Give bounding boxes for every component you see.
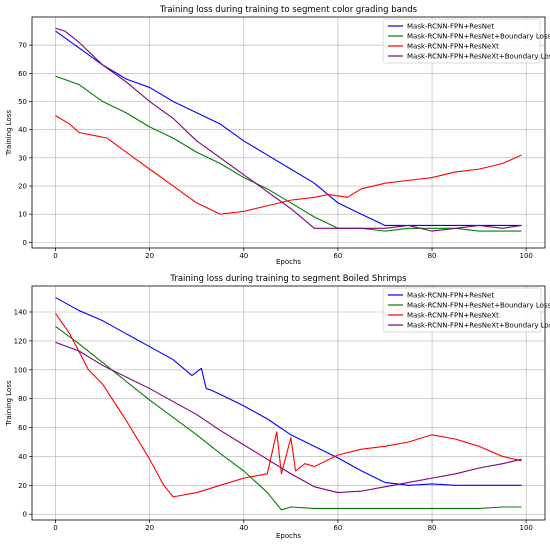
series-line-3 (55, 313, 522, 498)
y-tick-label: 20 (18, 183, 27, 191)
y-tick-label: 80 (18, 395, 27, 403)
y-tick-label: 30 (18, 154, 27, 162)
y-tick-label: 10 (18, 211, 27, 219)
legend-label-3: Mask-RCNN-FPN+ResNeXt (407, 312, 499, 320)
legend-box (382, 18, 541, 64)
legend-label-4: Mask-RCNN-FPN+ResNeXt+Boundary Loss (407, 53, 550, 61)
x-tick-label: 60 (333, 524, 342, 532)
series-line-1 (55, 30, 522, 227)
x-tick-label: 100 (519, 252, 532, 260)
legend: Mask-RCNN-FPN+ResNet Mask-RCNN-FPN+ResNet… (382, 287, 550, 333)
legend-label-1: Mask-RCNN-FPN+ResNet (407, 23, 494, 31)
y-tick-label: 50 (18, 98, 27, 106)
plot-frame (31, 285, 546, 521)
x-tick-label: 60 (333, 252, 342, 260)
y-tick-label: 60 (18, 424, 27, 432)
y-tick-label: 40 (18, 126, 27, 134)
chart-1: 0 20 40 60 80 100 0 10 20 30 40 50 60 70 Training loss… (5, 5, 550, 266)
chart-2: 0 20 40 60 80 100 0 20 40 60 80 100 120 140 Training l… (5, 274, 550, 540)
x-tick-label: 80 (428, 524, 437, 532)
x-tick-label: 0 (53, 252, 57, 260)
legend-label-1: Mask-RCNN-FPN+ResNet (407, 292, 494, 300)
series-line-3 (55, 115, 522, 215)
y-tick-label: 60 (18, 70, 27, 78)
y-axis-label: Training Loss (5, 380, 13, 427)
legend-box (382, 287, 542, 333)
x-tick-label: 20 (145, 252, 154, 260)
legend-label-2: Mask-RCNN-FPN+ResNet+Boundary Loss (407, 302, 550, 310)
x-tick-label: 100 (519, 524, 532, 532)
y-tick-label: 70 (18, 42, 27, 50)
x-tick-label: 80 (428, 252, 437, 260)
y-tick-label: 0 (23, 239, 27, 247)
y-tick-label: 140 (14, 309, 27, 317)
legend: Mask-RCNN-FPN+ResNet Mask-RCNN-FPN+ResNet… (382, 18, 550, 64)
x-tick-label: 0 (53, 524, 57, 532)
y-tick-label: 100 (14, 366, 27, 374)
x-tick-label: 40 (239, 524, 248, 532)
y-tick-label: 20 (18, 482, 27, 490)
x-tick-label: 40 (239, 252, 248, 260)
series-line-4 (55, 341, 522, 494)
series-line-1 (55, 297, 522, 486)
y-axis-label: Training Loss (5, 110, 13, 157)
y-tick-label: 120 (14, 337, 27, 345)
y-tick-label: 0 (23, 511, 27, 519)
chart-title: Training loss during training to segment… (159, 5, 418, 15)
x-axis-label: Epochs (276, 532, 301, 540)
series-line-2 (55, 75, 522, 232)
series-line-2 (55, 325, 522, 511)
series-line-4 (55, 27, 522, 232)
legend-label-2: Mask-RCNN-FPN+ResNet+Boundary Loss (407, 33, 550, 41)
x-tick-label: 20 (145, 524, 154, 532)
y-tick-label: 40 (18, 453, 27, 461)
chart-title: Training loss during training to segment… (169, 274, 407, 284)
plot-frame (31, 16, 546, 249)
legend-label-3: Mask-RCNN-FPN+ResNeXt (407, 43, 499, 51)
legend-label-4: Mask-RCNN-FPN+ResNeXt+Boundary Loss (407, 322, 550, 330)
x-axis-label: Epochs (276, 258, 301, 266)
